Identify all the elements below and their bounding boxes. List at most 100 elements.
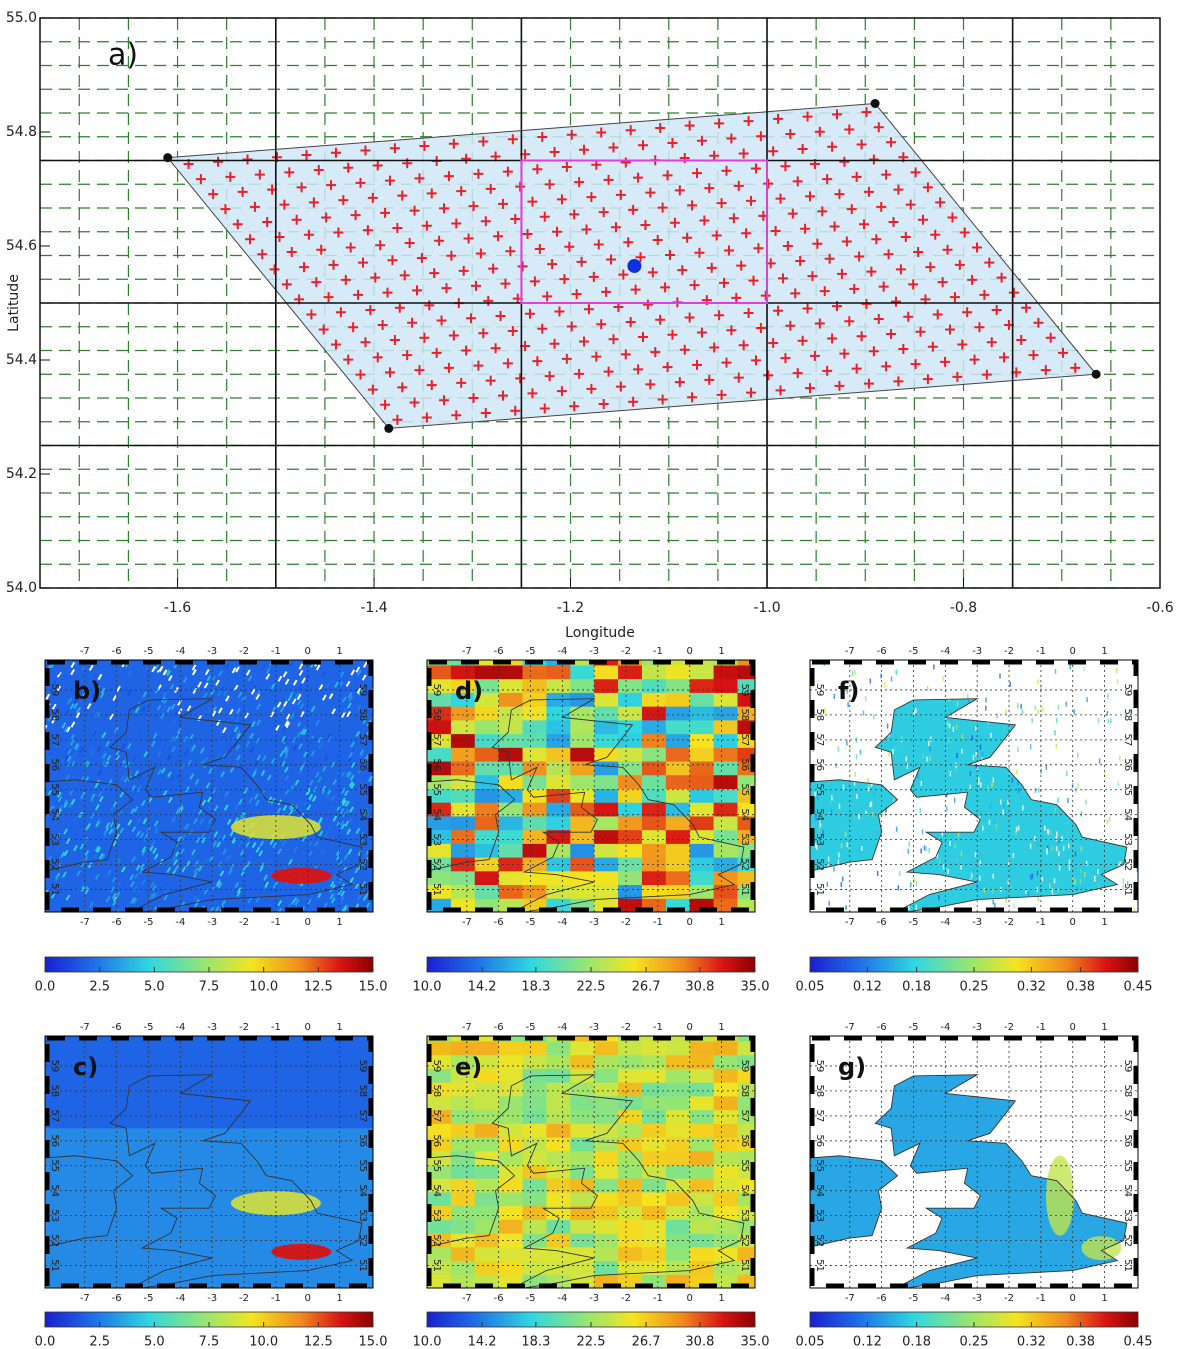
map-frame [44, 659, 374, 913]
hotspot [271, 1243, 332, 1260]
field-speck [94, 782, 100, 789]
field-speck [216, 834, 222, 841]
field-cell [570, 1040, 595, 1056]
field-cell [618, 788, 643, 803]
field-speck [1126, 881, 1129, 887]
x-tick-label: -0.6 [1146, 600, 1173, 616]
field-speck [65, 698, 71, 705]
field-speck [63, 755, 69, 762]
field-cell [665, 692, 691, 707]
field-cell [570, 1123, 595, 1138]
lat-tick-label: 55 [1122, 1159, 1133, 1172]
field-speck [269, 711, 275, 718]
lat-tick-label: 57 [357, 733, 368, 746]
field-speck [213, 804, 219, 812]
field-speck [194, 778, 200, 785]
field-speck [277, 907, 282, 912]
field-cell [546, 1178, 571, 1193]
field-speck [1034, 787, 1037, 793]
field-speck [154, 891, 160, 899]
field-cell [427, 1040, 452, 1056]
lon-tick-label: -4 [940, 646, 950, 657]
field-speck [819, 763, 821, 769]
lon-tick-label: -6 [877, 1293, 887, 1304]
field-speck [895, 785, 898, 791]
field-speck [131, 826, 137, 833]
field-speck [1067, 843, 1070, 849]
field-cell [546, 1054, 571, 1069]
field-cell [498, 733, 524, 748]
field-speck [325, 681, 331, 689]
lat-tick-label: 51 [739, 883, 750, 896]
field-speck [251, 770, 257, 778]
field-speck [114, 726, 119, 733]
field-speck [201, 837, 207, 844]
field-cell [689, 1137, 715, 1152]
field-speck [65, 774, 70, 781]
field-speck [282, 804, 288, 812]
field-speck [203, 692, 208, 699]
field-speck [112, 892, 117, 900]
field-speck [1005, 663, 1007, 669]
field-speck [861, 845, 863, 851]
lat-tick-label: 58 [357, 709, 368, 722]
lat-tick-label: 57 [739, 733, 750, 746]
lon-tick-label: -5 [909, 917, 919, 928]
field-cell [450, 843, 476, 858]
field-speck [1066, 771, 1068, 777]
lat-tick-label: 54 [814, 808, 825, 821]
field-speck [146, 826, 151, 833]
lon-tick-label: -4 [940, 1293, 950, 1304]
field-speck [47, 715, 53, 722]
field-speck [216, 880, 221, 888]
lon-tick-label: -2 [1004, 646, 1014, 657]
field-speck [272, 842, 278, 849]
field-speck [83, 755, 88, 762]
lat-tick-label: 59 [357, 684, 368, 697]
field-speck [285, 721, 291, 729]
field-speck [349, 774, 355, 781]
field-cell [713, 802, 738, 817]
field-speck [212, 841, 218, 848]
field-speck [1007, 812, 1009, 818]
field-cell [689, 802, 715, 817]
field-cell [498, 1191, 524, 1207]
field-speck [948, 737, 950, 743]
field-speck [978, 815, 981, 821]
field-speck [846, 842, 848, 848]
field-speck [870, 801, 873, 807]
field-speck [185, 860, 191, 867]
field-speck [237, 887, 242, 894]
field-speck [302, 800, 308, 807]
field-cell [522, 870, 547, 886]
field-speck [206, 825, 212, 832]
field-speck [947, 721, 949, 727]
field-speck [960, 864, 962, 870]
lon-tick-label: 1 [718, 1293, 724, 1304]
field-speck [845, 905, 847, 911]
field-speck [908, 904, 910, 910]
field-cell [450, 1219, 476, 1234]
field-cell [665, 1123, 691, 1138]
field-cell [450, 1150, 476, 1165]
field-cell [474, 870, 500, 886]
field-speck [946, 806, 948, 812]
field-speck [79, 843, 85, 850]
field-speck [181, 834, 186, 841]
lon-tick-label: 1 [1101, 1022, 1107, 1033]
field-speck [1057, 672, 1060, 678]
field-speck [323, 755, 329, 762]
field-speck [843, 869, 846, 875]
lon-tick-label: -3 [972, 917, 982, 928]
field-speck [1054, 807, 1057, 813]
field-cell [641, 1068, 667, 1083]
lon-tick-label: 1 [1101, 917, 1107, 928]
field-cell [713, 733, 738, 748]
field-speck [183, 749, 189, 756]
field-speck [329, 880, 335, 888]
field-speck [116, 857, 122, 864]
field-cell [570, 1219, 595, 1234]
field-cell [689, 788, 715, 803]
field-speck [842, 784, 845, 790]
field-speck [253, 760, 259, 767]
